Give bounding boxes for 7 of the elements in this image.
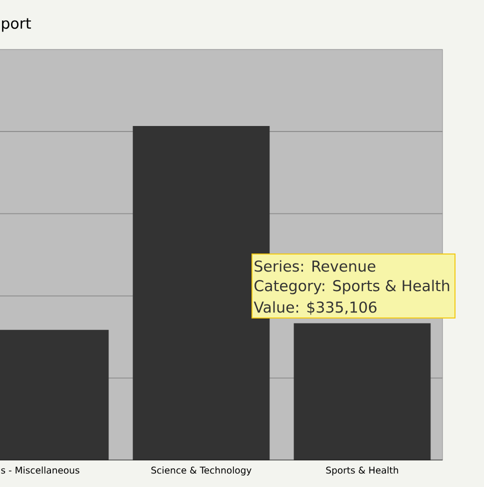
x-tick-label: Science & Technology [151,466,252,476]
annotation: Value: $335,106 [254,301,376,315]
x-tick-label: s - Miscellaneous [1,466,80,474]
annotation: Series: Revenue [254,260,376,272]
chart-title: port [2,18,31,32]
x-tick-label: Sports & Health [326,466,398,476]
annotation: Category: Sports & Health [254,280,450,294]
